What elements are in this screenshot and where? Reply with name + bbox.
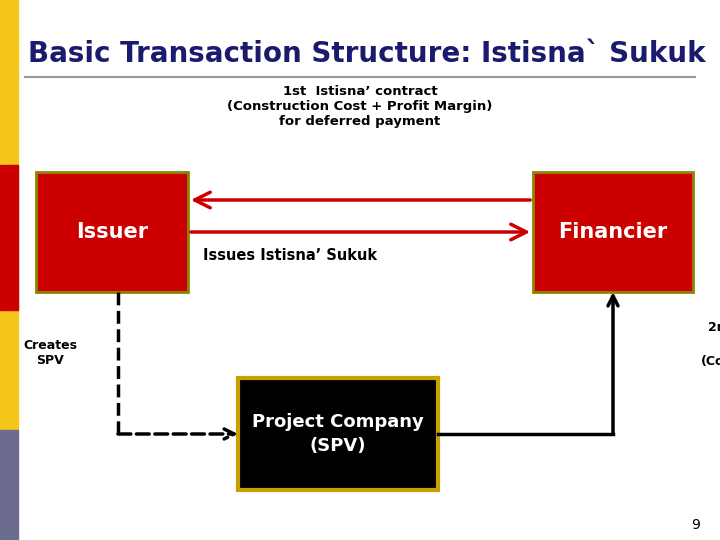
Text: for deferred payment: for deferred payment: [279, 115, 441, 128]
Text: Issues Istisna’ Sukuk: Issues Istisna’ Sukuk: [203, 248, 377, 263]
Text: (Construction Cost + Profit Margin): (Construction Cost + Profit Margin): [228, 100, 492, 113]
Text: 9: 9: [691, 518, 700, 532]
Bar: [238, 378, 438, 490]
Bar: [0, 0, 18, 430]
Text: Basic Transaction Structure: Istisna` Sukuk: Basic Transaction Structure: Istisna` Su…: [28, 40, 706, 68]
Bar: [0, 430, 18, 540]
Text: Financier: Financier: [559, 222, 667, 242]
Bar: [36, 172, 188, 292]
Bar: [0, 165, 18, 310]
Text: 1st  Istisna’ contract: 1st Istisna’ contract: [283, 85, 437, 98]
Text: Issuer: Issuer: [76, 222, 148, 242]
Bar: [533, 172, 693, 292]
Text: 2nd Istisna’
contract
(Construction
Cost): 2nd Istisna’ contract (Construction Cost…: [701, 321, 720, 385]
Text: Project Company
(SPV): Project Company (SPV): [252, 413, 424, 455]
Text: Creates
SPV: Creates SPV: [23, 339, 77, 367]
